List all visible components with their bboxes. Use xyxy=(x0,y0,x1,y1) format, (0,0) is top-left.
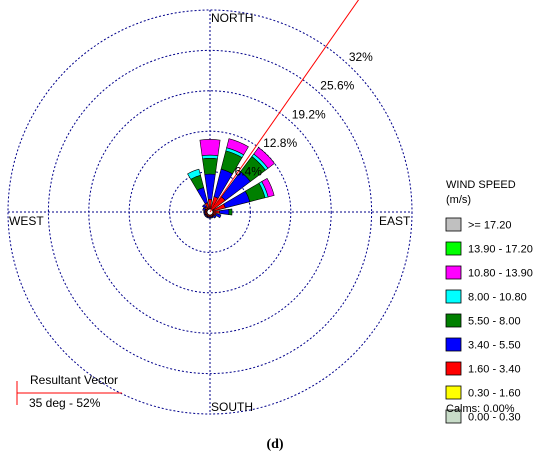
legend-swatch-3 xyxy=(445,265,462,280)
grid-ring-5 xyxy=(7,9,413,415)
legend-label-7: 1.60 - 3.40 xyxy=(468,364,521,376)
east-label: EAST xyxy=(379,214,411,228)
legend-swatch-2 xyxy=(445,241,462,256)
ring-label-2: 12.8% xyxy=(263,136,297,150)
petal-e-5 xyxy=(228,208,233,216)
west-label: WEST xyxy=(9,214,44,228)
petal-e-4 xyxy=(219,209,230,215)
legend-swatch-5 xyxy=(445,313,462,328)
calms-label: Calms: 0.00% xyxy=(446,403,515,415)
legend-label-1: >= 17.20 xyxy=(468,220,511,232)
legend-label-4: 8.00 - 10.80 xyxy=(468,292,527,304)
legend-title: WIND SPEED xyxy=(446,179,516,191)
petal-ese-4 xyxy=(215,213,222,219)
figure-caption: (d) xyxy=(266,437,284,452)
resultant-vector-line xyxy=(209,0,360,213)
north-label: NORTH xyxy=(211,11,253,25)
resultant-vector-value: 35 deg - 52% xyxy=(29,396,101,410)
wind-petals xyxy=(187,138,275,219)
legend-label-6: 3.40 - 5.50 xyxy=(468,340,521,352)
legend-label-9: 0.00 - 0.30 xyxy=(468,412,521,424)
legend-swatch-6 xyxy=(445,337,462,352)
petal-n-5 xyxy=(202,158,218,175)
grid-ring-1 xyxy=(169,171,251,253)
legend-swatch-1 xyxy=(445,217,462,232)
petal-n-4 xyxy=(204,173,216,200)
legend-unit: (m/s) xyxy=(446,194,471,206)
legend-swatch-7 xyxy=(445,361,462,376)
ring-label-4: 25.6% xyxy=(320,79,354,93)
legend-swatch-8 xyxy=(445,385,462,400)
resultant-vector-key: Resultant Vector 35 deg - 52% xyxy=(16,373,122,410)
petal-nnw-4 xyxy=(196,187,208,205)
ring-label-5: 32% xyxy=(349,50,373,64)
legend-label-2: 13.90 - 17.20 xyxy=(468,244,533,256)
ring-label-3: 19.2% xyxy=(292,107,326,121)
legend-swatch-9 xyxy=(445,409,462,424)
petal-n-7 xyxy=(199,139,221,157)
legend-label-3: 10.80 - 13.90 xyxy=(468,268,533,280)
resultant-vector xyxy=(209,0,360,213)
resultant-vector-title: Resultant Vector xyxy=(30,373,118,387)
legend-label-5: 5.50 - 8.00 xyxy=(468,316,521,328)
ring-labels: 6.4%12.8% 19.2% 25.6% 32% xyxy=(235,50,374,178)
legend-swatch-4 xyxy=(445,289,462,304)
ring-label-1: 6.4% xyxy=(235,164,263,178)
legend-label-8: 0.30 - 1.60 xyxy=(468,388,521,400)
wind-speed-legend: WIND SPEED (m/s) >= 17.20 13.90 - 17.20 10… xyxy=(445,179,533,424)
south-label: SOUTH xyxy=(211,400,253,414)
